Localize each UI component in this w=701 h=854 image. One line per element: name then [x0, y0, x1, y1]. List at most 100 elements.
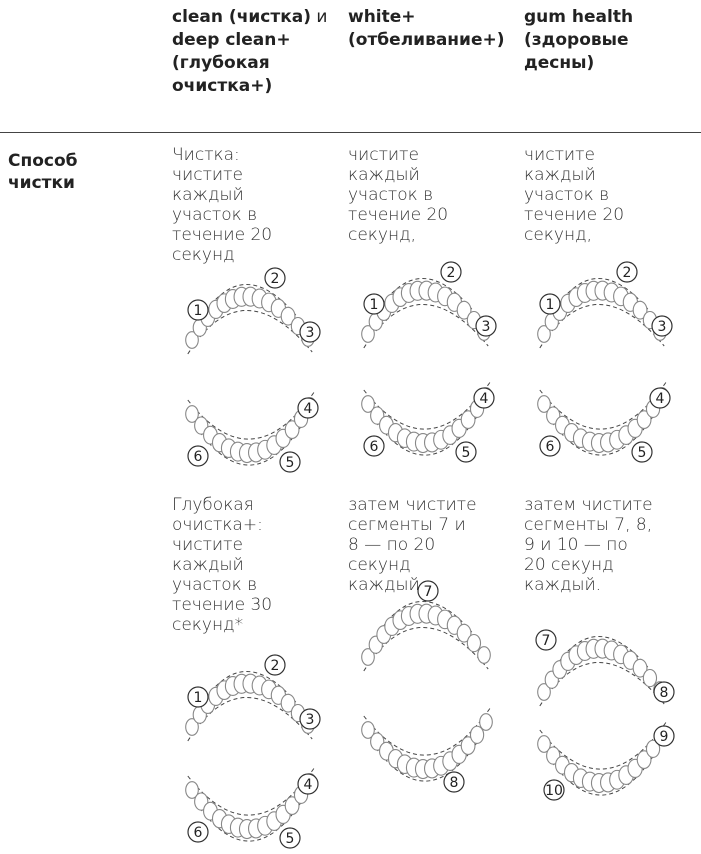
tooth — [477, 646, 491, 664]
segment-marker — [264, 654, 286, 676]
segment-marker — [616, 261, 638, 283]
tooth — [632, 658, 648, 678]
tooth — [456, 300, 472, 320]
segment-marker — [297, 773, 319, 795]
teeth-diagram: 1 2 3 — [185, 267, 321, 355]
header-text: clean (чистка) — [172, 7, 311, 27]
segment-number: 9 — [660, 729, 669, 745]
segment-marker — [651, 315, 673, 337]
teeth-diagram: 78 — [535, 629, 675, 707]
tooth — [537, 683, 551, 701]
segment-number: 10 — [545, 783, 563, 799]
segment-marker — [297, 397, 319, 419]
segment-marker — [264, 267, 286, 289]
segment-number: 4 — [304, 401, 313, 417]
segment-number: 3 — [482, 319, 491, 335]
header-text: gum health — [524, 7, 634, 27]
segment-number: 6 — [194, 449, 203, 465]
segment-number: 2 — [447, 265, 456, 281]
segment-number: 1 — [194, 690, 203, 706]
teeth-diagram: 8 — [361, 707, 493, 793]
segment-number: 4 — [480, 391, 489, 407]
segment-number: 1 — [194, 303, 203, 319]
segment-marker — [653, 681, 675, 703]
tooth — [361, 395, 375, 413]
tooth — [185, 405, 199, 423]
tooth — [361, 325, 375, 343]
segment-marker — [455, 441, 477, 463]
segment-marker — [187, 445, 209, 467]
header-text: (здоровые десны) — [524, 30, 629, 73]
tooth — [537, 325, 551, 343]
cell-text: затем чистите сегменты 7 и 8 — по 20 сек… — [348, 495, 477, 595]
segment-number: 6 — [370, 439, 379, 455]
segment-number: 4 — [656, 391, 665, 407]
tooth — [280, 306, 296, 326]
segment-marker — [363, 435, 385, 457]
teeth-diagram: 1 2 3 — [361, 261, 497, 349]
segment-number: 1 — [370, 297, 379, 313]
row-label: Способ чистки — [8, 151, 78, 193]
segment-number: 7 — [424, 584, 433, 600]
tooth — [460, 736, 476, 756]
segment-marker — [475, 315, 497, 337]
segment-number: 6 — [546, 439, 555, 455]
cell-text: Чистка: чистите каждый участок в течение… — [172, 145, 273, 265]
tooth — [185, 718, 199, 736]
segment-marker — [535, 629, 557, 651]
segment-marker — [187, 821, 209, 843]
tooth — [466, 633, 482, 653]
teeth-diagram: 7 — [361, 580, 491, 672]
column-header: clean (чистка) и deep clean+ (глубокая о… — [172, 6, 332, 98]
segment-number: 6 — [194, 825, 203, 841]
segment-marker — [363, 293, 385, 315]
tooth — [537, 395, 551, 413]
segment-marker — [649, 387, 671, 409]
segment-number: 3 — [306, 325, 315, 341]
segment-number: 5 — [286, 831, 295, 847]
segment-marker — [440, 261, 462, 283]
segment-marker — [299, 321, 321, 343]
segment-number: 5 — [638, 445, 647, 461]
segment-number: 7 — [542, 633, 551, 649]
tooth — [645, 739, 661, 758]
tooth — [361, 648, 375, 666]
tooth — [280, 693, 296, 713]
segment-number: 3 — [306, 712, 315, 728]
segment-number: 2 — [271, 658, 280, 674]
segment-number: 8 — [660, 685, 669, 701]
header-text: (отбеливание+) — [348, 30, 505, 50]
teeth-diagram: 9 10 — [537, 721, 675, 801]
segment-number: 5 — [462, 445, 471, 461]
tooth — [185, 331, 199, 349]
cell-text: Глубокая очистка+: чистите каждый участо… — [172, 495, 273, 635]
teeth-diagram: 1 2 3 — [185, 654, 321, 742]
segment-number: 2 — [623, 265, 632, 281]
tooth — [284, 796, 300, 816]
segment-marker — [631, 441, 653, 463]
tooth — [469, 725, 485, 744]
segment-marker — [299, 708, 321, 730]
teeth-diagram: 4 5 6 — [361, 381, 495, 463]
tooth — [537, 735, 551, 753]
cell-text: затем чистите сегменты 7, 8, 9 и 10 — по… — [524, 495, 653, 595]
segment-marker — [279, 827, 301, 849]
segment-number: 8 — [450, 775, 459, 791]
segment-marker — [443, 771, 465, 793]
segment-marker — [279, 451, 301, 473]
tooth — [632, 300, 648, 320]
segment-marker — [539, 293, 561, 315]
segment-marker — [653, 725, 675, 747]
segment-marker — [473, 387, 495, 409]
segment-number: 2 — [271, 271, 280, 287]
segment-number: 1 — [546, 297, 555, 313]
tooth — [456, 623, 472, 643]
column-header: gum health (здоровые десны) — [524, 6, 674, 75]
tooth — [636, 750, 652, 770]
segment-marker — [417, 580, 439, 602]
tooth — [185, 781, 199, 799]
segment-number: 3 — [658, 319, 667, 335]
column-header: white+ (отбеливание+) — [348, 6, 518, 52]
segment-marker — [543, 779, 565, 801]
